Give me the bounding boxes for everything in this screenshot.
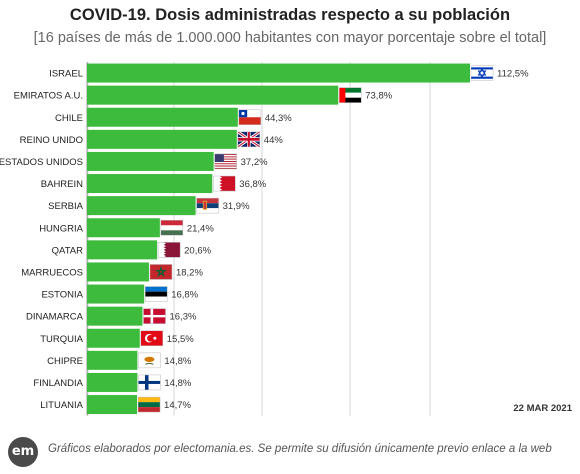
bar [87, 350, 138, 370]
bar [87, 395, 138, 415]
value-label: 44% [264, 135, 284, 146]
category-label: ISRAEL [49, 69, 83, 80]
bar [87, 328, 140, 348]
category-label: SERBIA [48, 201, 84, 212]
value-label: 73,8% [365, 91, 392, 102]
value-label: 16,3% [169, 312, 196, 323]
footer: em Gráficos elaborados por electomania.e… [0, 429, 580, 474]
date-label: 22 MAR 2021 [513, 403, 572, 414]
flag-chile-icon [238, 109, 262, 125]
bar [87, 107, 238, 127]
flag-cyprus-icon [138, 352, 161, 369]
electomania-logo: em [8, 437, 38, 467]
category-label: EMIRATOS A.U. [14, 91, 83, 102]
bar [87, 240, 158, 260]
flag-lithuania-icon [137, 396, 161, 413]
bar [87, 129, 237, 149]
bar [87, 151, 214, 171]
flag-uk-icon [236, 130, 261, 149]
value-label: 44,3% [265, 113, 292, 124]
flag-finland-icon [138, 374, 161, 391]
value-label: 37,2% [241, 157, 268, 168]
flag-hungary-icon [160, 220, 184, 236]
category-label: TURQUIA [40, 334, 83, 345]
chart-title: COVID-19. Dosis administradas respecto a… [69, 6, 511, 24]
value-label: 14,8% [164, 356, 191, 367]
category-label: ESTADOS UNIDOS [0, 157, 83, 168]
bar [87, 218, 160, 238]
category-label: CHILE [55, 113, 83, 124]
bar [87, 284, 145, 304]
bar [87, 372, 138, 392]
flag-denmark-icon [143, 308, 166, 324]
category-label: QATAR [52, 245, 83, 256]
flag-estonia-icon [144, 286, 168, 302]
category-label: ESTONIA [41, 290, 83, 301]
category-label: LITUANIA [40, 400, 83, 411]
bar [87, 63, 470, 83]
bar [87, 196, 196, 216]
flag-uae-icon [338, 87, 362, 103]
bar [87, 174, 213, 194]
flag-israel-icon [470, 65, 494, 81]
category-label: FINLANDIA [33, 378, 83, 389]
category-label: REINO UNIDO [20, 135, 83, 146]
value-label: 14,8% [164, 378, 191, 389]
flag-bahrain-icon [213, 175, 236, 192]
category-label: DINAMARCA [26, 312, 84, 323]
value-label: 14,7% [164, 400, 191, 411]
value-label: 18,2% [176, 267, 203, 278]
value-label: 16,8% [171, 290, 198, 301]
value-label: 21,4% [187, 223, 214, 234]
flag-morocco-icon [149, 264, 173, 280]
flag-serbia-icon [196, 197, 219, 214]
flag-usa-icon [214, 153, 237, 170]
category-label: CHIPRE [47, 356, 83, 367]
bar [87, 85, 339, 105]
bar [87, 262, 149, 282]
footer-credit: Gráficos elaborados por electomania.es. … [48, 443, 552, 455]
value-label: 15,5% [167, 334, 194, 345]
value-label: 20,6% [184, 245, 211, 256]
chart-subtitle: [16 países de más de 1.000.000 habitante… [33, 30, 547, 46]
value-label: 112,5% [497, 69, 529, 80]
category-label: BAHREIN [41, 179, 83, 190]
value-label: 36,8% [239, 179, 266, 190]
flag-qatar-icon [157, 242, 181, 258]
category-label: HUNGRIA [39, 223, 83, 234]
bar [87, 306, 143, 326]
value-label: 31,9% [223, 201, 250, 212]
category-label: MARRUECOS [21, 267, 83, 278]
flag-turkey-icon [140, 330, 164, 346]
